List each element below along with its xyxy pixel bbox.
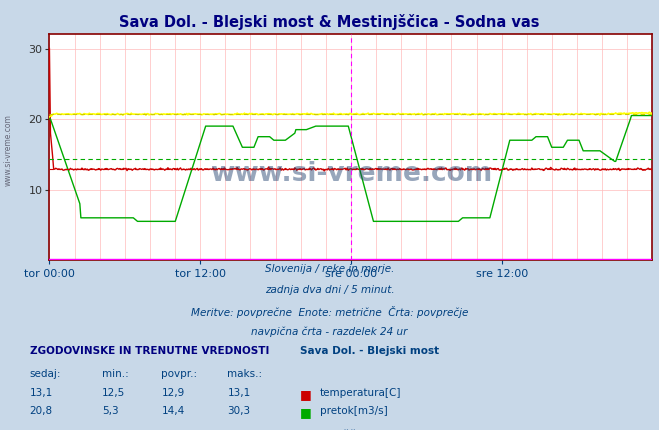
- Text: navpična črta - razdelek 24 ur: navpična črta - razdelek 24 ur: [251, 326, 408, 337]
- Text: temperatura[C]: temperatura[C]: [320, 388, 401, 398]
- Text: zadnja dva dni / 5 minut.: zadnja dva dni / 5 minut.: [265, 285, 394, 295]
- Text: 14,4: 14,4: [161, 406, 185, 416]
- Text: Meritve: povprečne  Enote: metrične  Črta: povprečje: Meritve: povprečne Enote: metrične Črta:…: [191, 306, 468, 318]
- Text: ZGODOVINSKE IN TRENUTNE VREDNOSTI: ZGODOVINSKE IN TRENUTNE VREDNOSTI: [30, 346, 269, 356]
- Text: 13,1: 13,1: [30, 388, 53, 398]
- Text: www.si-vreme.com: www.si-vreme.com: [3, 114, 13, 187]
- Text: 30,3: 30,3: [227, 406, 250, 416]
- Text: pretok[m3/s]: pretok[m3/s]: [320, 406, 387, 416]
- Text: min.:: min.:: [102, 369, 129, 378]
- Text: Sava Dol. - Blejski most: Sava Dol. - Blejski most: [300, 346, 439, 356]
- Text: Slovenija / reke in morje.: Slovenija / reke in morje.: [265, 264, 394, 274]
- Text: www.si-vreme.com: www.si-vreme.com: [210, 161, 492, 187]
- Text: 5,3: 5,3: [102, 406, 119, 416]
- Text: Sava Dol. - Blejski most & Mestinjščica - Sodna vas: Sava Dol. - Blejski most & Mestinjščica …: [119, 14, 540, 30]
- Text: ■: ■: [300, 406, 312, 419]
- Text: 12,5: 12,5: [102, 388, 125, 398]
- Text: 20,8: 20,8: [30, 406, 53, 416]
- Text: 13,1: 13,1: [227, 388, 250, 398]
- Text: ■: ■: [300, 388, 312, 401]
- Text: maks.:: maks.:: [227, 369, 262, 378]
- Text: 12,9: 12,9: [161, 388, 185, 398]
- Text: sedaj:: sedaj:: [30, 369, 61, 378]
- Text: povpr.:: povpr.:: [161, 369, 198, 378]
